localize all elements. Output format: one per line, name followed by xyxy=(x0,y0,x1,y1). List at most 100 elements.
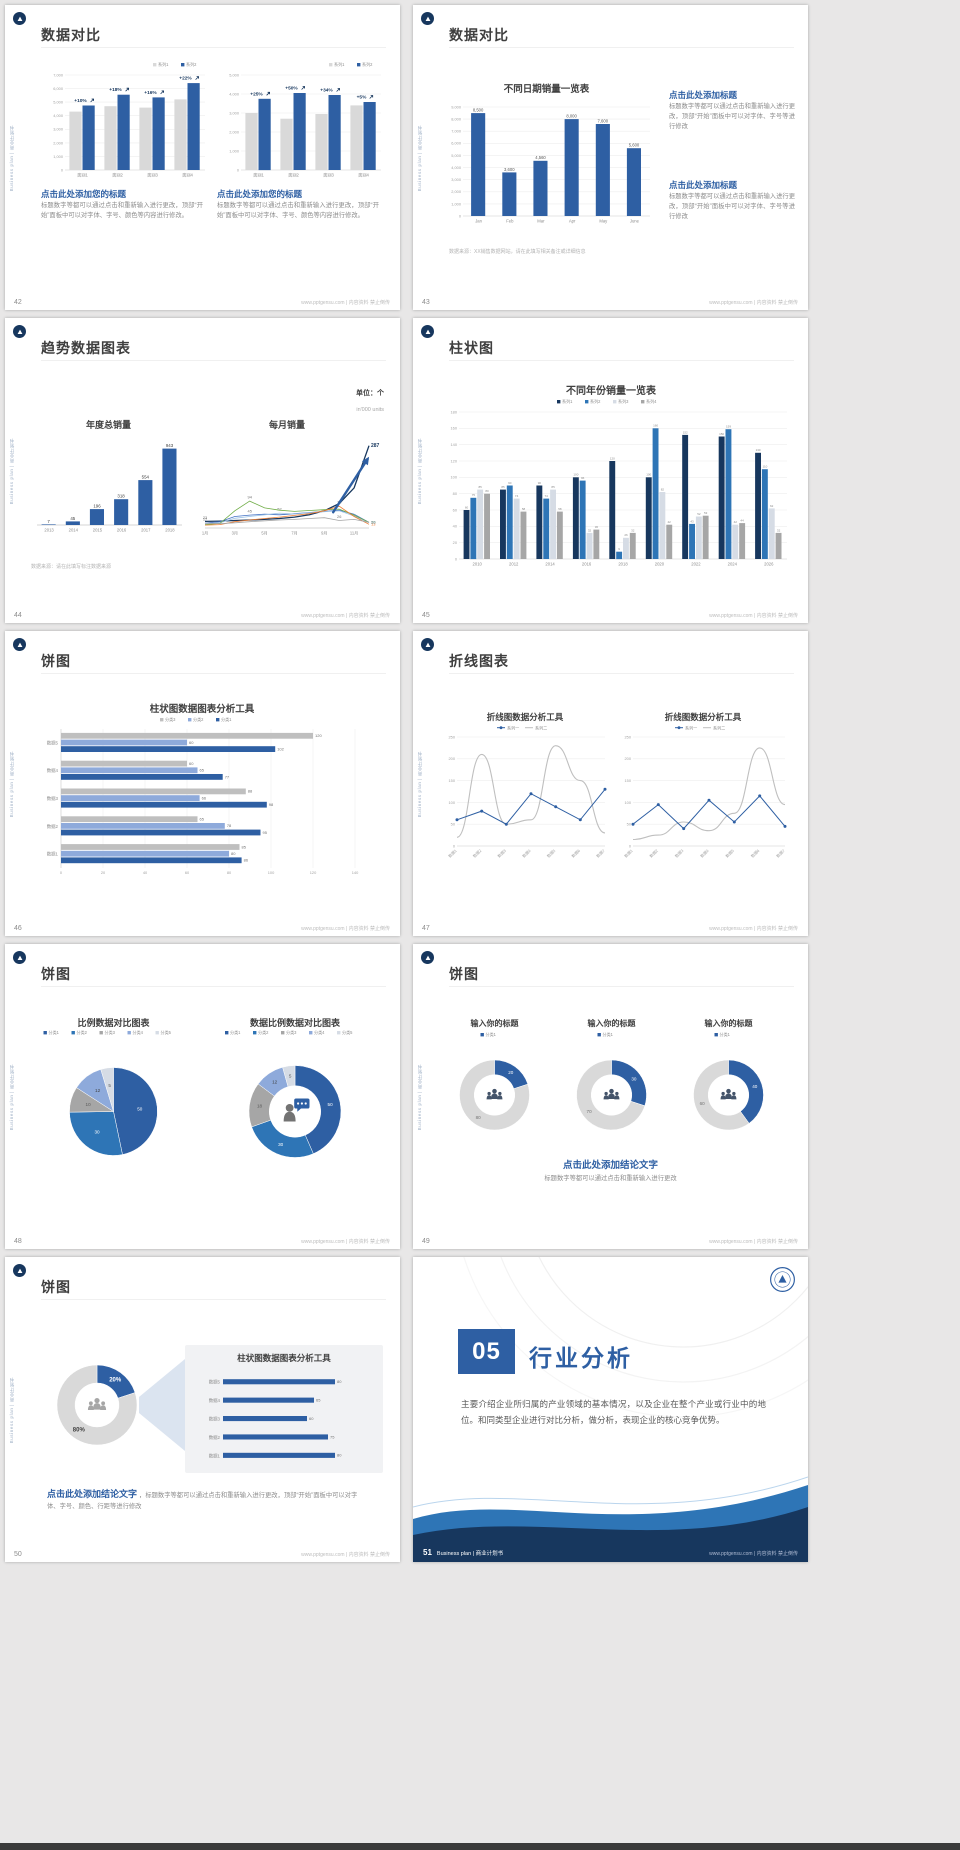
svg-text:8,500: 8,500 xyxy=(473,108,484,113)
svg-text:4,000: 4,000 xyxy=(229,91,240,96)
svg-text:类别4: 类别4 xyxy=(358,172,369,179)
detail-panel xyxy=(185,1345,383,1473)
svg-text:数据2: 数据2 xyxy=(47,823,59,830)
svg-text:2013: 2013 xyxy=(44,528,54,533)
page-title: 饼图 xyxy=(449,966,479,982)
svg-text:80%: 80% xyxy=(73,1428,86,1434)
svg-text:20: 20 xyxy=(453,540,458,545)
svg-text:160: 160 xyxy=(451,426,458,431)
svg-text:+18%: +18% xyxy=(109,87,122,93)
svg-text:9月: 9月 xyxy=(321,531,327,536)
svg-text:85: 85 xyxy=(551,485,555,489)
svg-text:2024: 2024 xyxy=(728,562,738,567)
slide-50[interactable]: Business plan | 商业计划书 饼图 20% 80% 柱状图数据图表分… xyxy=(5,1257,400,1562)
svg-text:130: 130 xyxy=(756,448,761,452)
svg-text:分类1: 分类1 xyxy=(603,1031,614,1037)
svg-text:8,000: 8,000 xyxy=(566,114,577,119)
svg-text:2010: 2010 xyxy=(473,562,483,567)
slide-49[interactable]: Business plan | 商业计划书 饼图 输入你的标题 分类1 20 80 … xyxy=(413,944,808,1249)
svg-text:70: 70 xyxy=(587,1109,593,1114)
data-source-note: 数据来源：XX销售数据网站，请在此填写相关备注或详细信息 xyxy=(449,249,586,255)
page-title: 折线图表 xyxy=(449,653,509,669)
svg-text:23: 23 xyxy=(203,515,207,520)
svg-text:数据4: 数据4 xyxy=(209,1397,221,1404)
svg-text:2018: 2018 xyxy=(165,528,175,533)
slide-side-text: Business plan | 商业计划书 xyxy=(9,1376,14,1443)
svg-text:分类3: 分类3 xyxy=(286,1029,297,1035)
page-number: 46 xyxy=(14,925,22,932)
svg-text:88: 88 xyxy=(248,789,253,794)
page-title: 柱状图 xyxy=(449,340,494,356)
svg-text:120: 120 xyxy=(451,458,458,463)
slide-46[interactable]: Business plan | 商业计划书 饼图 柱状图数据图表分析工具 分类3… xyxy=(5,631,400,936)
svg-text:5月: 5月 xyxy=(261,531,267,536)
svg-text:分类4: 分类4 xyxy=(314,1029,325,1035)
svg-text:32: 32 xyxy=(588,528,592,532)
svg-text:数据3: 数据3 xyxy=(496,848,507,859)
page-title: 数据对比 xyxy=(449,27,509,43)
svg-text:分类3: 分类3 xyxy=(105,1029,116,1035)
slide-44[interactable]: Business plan | 商业计划书 趋势数据图表 单位：个 in'000… xyxy=(5,318,400,623)
panel-title: 柱状图数据图表分析工具 xyxy=(237,1353,331,1363)
slide-side-text: Business plan | 商业计划书 xyxy=(417,124,422,191)
slide-43[interactable]: Business plan | 商业计划书 数据对比 不同日期销量一览表 0 1,… xyxy=(413,5,808,310)
title-rule xyxy=(449,986,794,987)
slide-45[interactable]: Business plan | 商业计划书 柱状图 不同年份销量一览表 系列1 系… xyxy=(413,318,808,623)
svg-text:150: 150 xyxy=(449,778,456,783)
footer-site: www.pptgensu.com | 内容资料 禁止倒传 xyxy=(301,926,390,932)
svg-text:18: 18 xyxy=(371,520,376,525)
svg-text:数据5: 数据5 xyxy=(209,1379,221,1386)
svg-text:42: 42 xyxy=(668,520,672,524)
svg-text:80: 80 xyxy=(337,1379,342,1384)
svg-text:+34%: +34% xyxy=(320,88,333,94)
brand-logo-icon xyxy=(13,638,26,651)
slide-side-text: Business plan | 商业计划书 xyxy=(417,1063,422,1130)
donut-chart-summary: 20% 80% xyxy=(41,1349,153,1461)
panel-title: 输入你的标题 xyxy=(704,1019,753,1028)
svg-text:58: 58 xyxy=(558,507,562,511)
slide-51-section-divider[interactable]: 05 行业分析 主要介绍企业所归属的产业领域的基本情况，以及企业在整个产业或行业… xyxy=(413,1257,808,1562)
svg-text:65: 65 xyxy=(316,1398,321,1403)
svg-text:26: 26 xyxy=(624,533,628,537)
svg-text:数据3: 数据3 xyxy=(209,1416,221,1423)
svg-text:分类1: 分类1 xyxy=(720,1031,731,1037)
pie-chart: 分类1 分类2 分类3 分类4 分类5 50 30 10 12 5 xyxy=(31,1029,196,1184)
unit-text: 单位：个 xyxy=(356,390,384,397)
svg-text:200: 200 xyxy=(625,756,632,761)
svg-text:52: 52 xyxy=(277,507,281,512)
unit-subtext: in'000 units xyxy=(356,407,384,413)
svg-text:7,000: 7,000 xyxy=(53,72,64,77)
svg-text:分类5: 分类5 xyxy=(161,1029,172,1035)
slide-47[interactable]: Business plan | 商业计划书 折线图表 折线图数据分析工具 系列一… xyxy=(413,631,808,936)
slide-42[interactable]: Business plan | 商业计划书 数据对比 系列1 系列2 0 1,000 2… xyxy=(5,5,400,310)
svg-text:数据1: 数据1 xyxy=(447,848,458,859)
title-rule xyxy=(41,986,386,987)
svg-text:85: 85 xyxy=(501,485,505,489)
svg-text:2016: 2016 xyxy=(117,528,127,533)
svg-text:5: 5 xyxy=(289,1074,292,1079)
chart-title: 年度总销量 xyxy=(85,420,131,430)
footer-site: www.pptgensu.com | 内容资料 禁止倒传 xyxy=(709,1239,798,1245)
title-rule xyxy=(41,47,386,48)
svg-text:系列4: 系列4 xyxy=(646,398,657,404)
svg-text:287: 287 xyxy=(371,443,380,449)
page-title: 饼图 xyxy=(41,1279,71,1295)
chart-title: 不同日期销量一览表 xyxy=(503,84,590,95)
svg-text:5,600: 5,600 xyxy=(629,143,640,148)
chart-title: 不同年份销量一览表 xyxy=(566,386,656,397)
svg-text:数据4: 数据4 xyxy=(699,848,710,859)
slide-side-text: Business plan | 商业计划书 xyxy=(9,124,14,191)
svg-text:80: 80 xyxy=(476,1115,482,1120)
slide-48[interactable]: Business plan | 商业计划书 饼图 比例数据对比图表 分类1 分类2… xyxy=(5,944,400,1249)
svg-text:120: 120 xyxy=(310,870,317,875)
svg-text:数据6: 数据6 xyxy=(570,848,581,859)
svg-text:40: 40 xyxy=(143,870,148,875)
svg-text:18: 18 xyxy=(257,1104,263,1109)
svg-text:9: 9 xyxy=(618,547,620,551)
svg-text:98: 98 xyxy=(269,802,274,807)
svg-text:20: 20 xyxy=(371,520,376,525)
title-rule xyxy=(449,673,794,674)
svg-text:8,000: 8,000 xyxy=(451,117,462,122)
svg-text:11月: 11月 xyxy=(350,531,358,536)
svg-text:+22%: +22% xyxy=(179,76,192,82)
